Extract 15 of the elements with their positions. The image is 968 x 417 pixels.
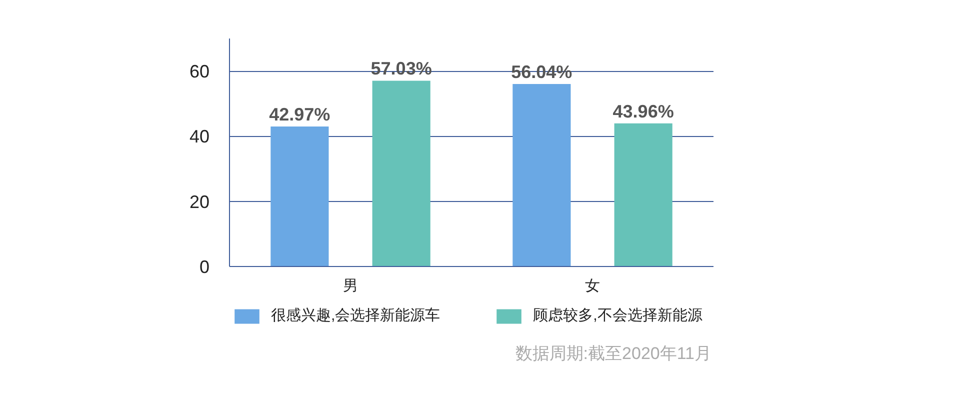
bar [372,80,430,266]
x-tick-label: 男 [343,278,358,294]
x-tick-label: 女 [585,278,600,294]
bar [512,84,571,266]
y-tick-label: 40 [189,126,210,147]
bar [270,126,329,266]
y-tick-label: 0 [199,257,210,277]
text: 数据周期:截至2020年11月 [515,344,712,363]
legend-label: 很感兴趣,会选择新能源车 [271,306,440,325]
legend-label: 顾虑较多,不会选择新能源 [533,306,702,325]
y-tick-label: 20 [189,192,210,212]
y-tick-label: 60 [189,62,210,82]
bar [614,123,672,266]
data-label: 42.97% [269,104,330,125]
data-label: 43.96% [612,101,674,122]
